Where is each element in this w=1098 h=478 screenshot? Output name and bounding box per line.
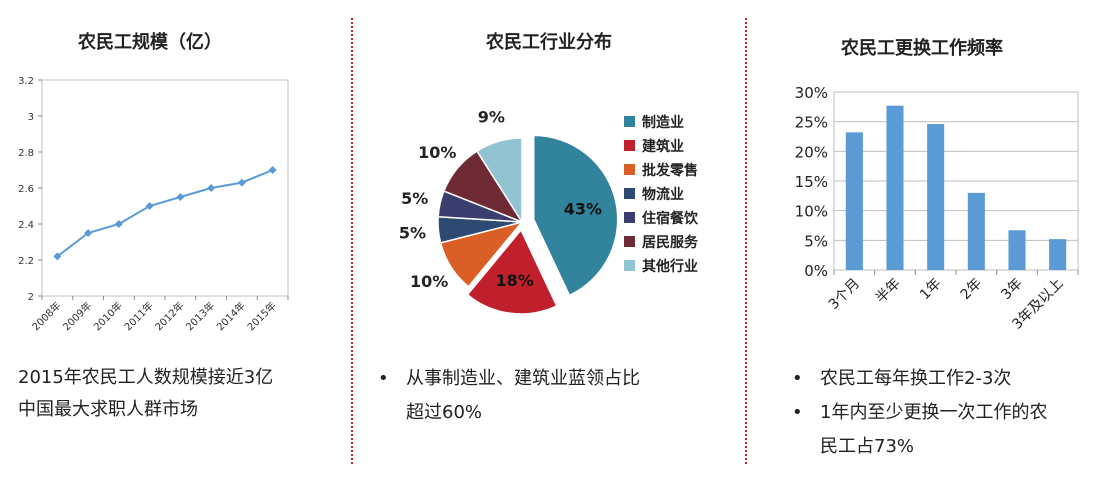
x-tick-label: 2009年 — [60, 299, 94, 333]
series-line — [56, 169, 274, 258]
pie-value-label: 5% — [399, 223, 426, 242]
legend-label: 住宿餐饮 — [642, 210, 699, 227]
job-change-bullets: 农民工每年换工作2-3次 1年内至少更换一次工作的农 民工占73% — [780, 362, 1047, 464]
panel-divider — [745, 18, 747, 464]
y-tick-label: 5% — [804, 232, 828, 250]
line-chart: 22.22.42.62.833.22008年2009年2010年2011年201… — [18, 76, 289, 333]
panel-divider — [351, 18, 353, 464]
bar-chart-title: 农民工更换工作频率 — [841, 38, 1003, 59]
job-change-bullet: 农民工每年换工作2-3次 — [780, 362, 1047, 396]
x-tick-label: 半年 — [873, 276, 904, 307]
legend-swatch — [624, 116, 635, 127]
x-tick-label: 3个月 — [826, 276, 863, 313]
bar — [886, 105, 904, 270]
y-tick-label: 2.6 — [18, 184, 34, 195]
x-tick-label: 3年 — [998, 276, 1026, 304]
legend-swatch — [624, 140, 635, 151]
legend-label: 物流业 — [642, 186, 684, 203]
y-tick-label: 0% — [804, 262, 828, 280]
industry-panel: 农民工行业分布 43% 18% 10% 5% 5% 10% 9% 制造业建筑业批发零售物流业住… — [352, 0, 746, 478]
legend-swatch — [624, 212, 635, 223]
industry-bullet-line: 从事制造业、建筑业蓝领占比 — [406, 368, 640, 389]
scale-panel: 农民工规模（亿） 2 2.2 2.4 2.6 2.8 3 3.2 2008年 2009年 2010… — [0, 0, 352, 478]
data-point — [207, 184, 216, 192]
industry-bullet: 从事制造业、建筑业蓝领占比 超过60% — [366, 362, 640, 430]
legend-swatch — [624, 236, 635, 247]
y-tick-label: 3 — [28, 112, 34, 123]
legend-label: 其他行业 — [642, 258, 698, 275]
bar — [1008, 230, 1026, 270]
line-chart-title: 农民工规模（亿） — [78, 32, 222, 53]
data-point — [268, 166, 277, 174]
data-point — [84, 229, 93, 237]
pie-value-label: 43% — [564, 199, 602, 218]
pie-slice — [532, 134, 619, 297]
pie-value-label: 10% — [418, 143, 456, 162]
legend-label: 批发零售 — [642, 162, 698, 179]
scale-description-line: 2015年农民工人数规模接近3亿 — [18, 367, 274, 388]
pie-slice — [466, 228, 558, 315]
x-tick-label: 2010年 — [91, 299, 125, 333]
bar — [1049, 239, 1067, 270]
pie-value-label: 9% — [478, 107, 505, 126]
y-tick-label: 25% — [795, 114, 828, 132]
data-point — [53, 252, 62, 261]
x-tick-label: 2013年 — [183, 299, 217, 333]
y-tick-label: 2.2 — [18, 256, 34, 267]
x-tick-label: 1年 — [917, 276, 945, 304]
industry-bullet-line: 超过60% — [406, 402, 483, 423]
pie-chart-title: 农民工行业分布 — [486, 32, 612, 53]
y-tick-label: 10% — [795, 203, 828, 221]
y-tick-label: 2 — [28, 292, 34, 303]
x-tick-label: 2015年 — [244, 299, 278, 333]
job-change-bullet-line: 农民工每年换工作2-3次 — [820, 368, 1012, 389]
data-point — [237, 178, 246, 187]
data-point — [176, 193, 185, 201]
pie-value-label: 18% — [496, 271, 534, 290]
legend-label: 建筑业 — [642, 138, 684, 155]
y-tick-label: 2.4 — [18, 220, 34, 231]
job-change-panel: 农民工更换工作频率 0% 5% 10% 15% 20% 25% 30% 3个月 半年 1年 2年 3年… — [746, 0, 1098, 478]
bar — [845, 132, 863, 270]
x-tick-label: 2014年 — [214, 299, 248, 333]
y-tick-label: 20% — [795, 143, 828, 161]
legend-swatch — [624, 260, 635, 271]
pie-slice — [475, 137, 523, 225]
scale-description: 2015年农民工人数规模接近3亿 中国最大求职人群市场 — [18, 362, 273, 426]
scale-description-line: 中国最大求职人群市场 — [18, 399, 198, 420]
y-tick-label: 3.2 — [18, 76, 34, 87]
job-change-bullet: 1年内至少更换一次工作的农 民工占73% — [780, 396, 1047, 464]
y-tick-label: 2.8 — [18, 148, 34, 159]
x-tick-label: 2011年 — [121, 299, 155, 333]
bar — [967, 192, 985, 270]
pie-value-label: 10% — [410, 272, 448, 291]
y-tick-label: 30% — [795, 84, 828, 102]
plot-area — [41, 79, 289, 297]
legend-swatch — [624, 164, 635, 175]
pie-value-label: 5% — [401, 189, 428, 208]
x-tick-label: 2008年 — [29, 299, 63, 333]
legend-label: 制造业 — [642, 114, 684, 131]
data-point — [114, 220, 123, 228]
bar — [927, 124, 945, 270]
y-tick-label: 15% — [795, 173, 828, 191]
job-change-bullet-line: 民工占73% — [820, 436, 915, 457]
industry-bullets: 从事制造业、建筑业蓝领占比 超过60% — [366, 362, 640, 430]
job-change-bullet-line: 1年内至少更换一次工作的农 — [820, 402, 1048, 423]
x-tick-label: 2012年 — [152, 299, 186, 333]
pie-chart: 43% 18% 10% 5% 5% 10% 9% 制造业建筑业批发零售物流业住宿餐饮居民服务其… — [399, 107, 699, 315]
data-point — [145, 202, 154, 210]
legend-swatch — [624, 188, 635, 199]
x-tick-label: 2年 — [958, 276, 986, 304]
legend-label: 居民服务 — [642, 234, 699, 251]
